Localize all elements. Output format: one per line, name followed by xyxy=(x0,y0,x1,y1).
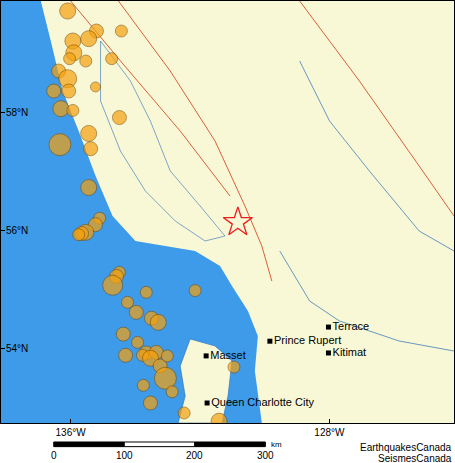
svg-text:Prince Rupert: Prince Rupert xyxy=(274,334,341,346)
svg-text:58°N: 58°N xyxy=(6,107,28,118)
svg-text:Queen Charlotte City: Queen Charlotte City xyxy=(211,396,314,408)
svg-text:km: km xyxy=(271,440,282,449)
svg-text:Kitimat: Kitimat xyxy=(333,346,367,358)
svg-text:Terrace: Terrace xyxy=(333,320,370,332)
svg-text:136°W: 136°W xyxy=(56,427,87,438)
svg-text:54°N: 54°N xyxy=(6,343,28,354)
svg-text:SeismesCanada: SeismesCanada xyxy=(378,453,452,463)
svg-text:Masset: Masset xyxy=(210,349,245,361)
svg-text:56°N: 56°N xyxy=(6,225,28,236)
svg-text:300: 300 xyxy=(257,450,274,461)
svg-text:0: 0 xyxy=(51,450,57,461)
svg-text:128°W: 128°W xyxy=(314,427,345,438)
svg-text:200: 200 xyxy=(186,450,203,461)
svg-text:EarthquakesCanada: EarthquakesCanada xyxy=(360,442,452,453)
svg-text:100: 100 xyxy=(116,450,133,461)
